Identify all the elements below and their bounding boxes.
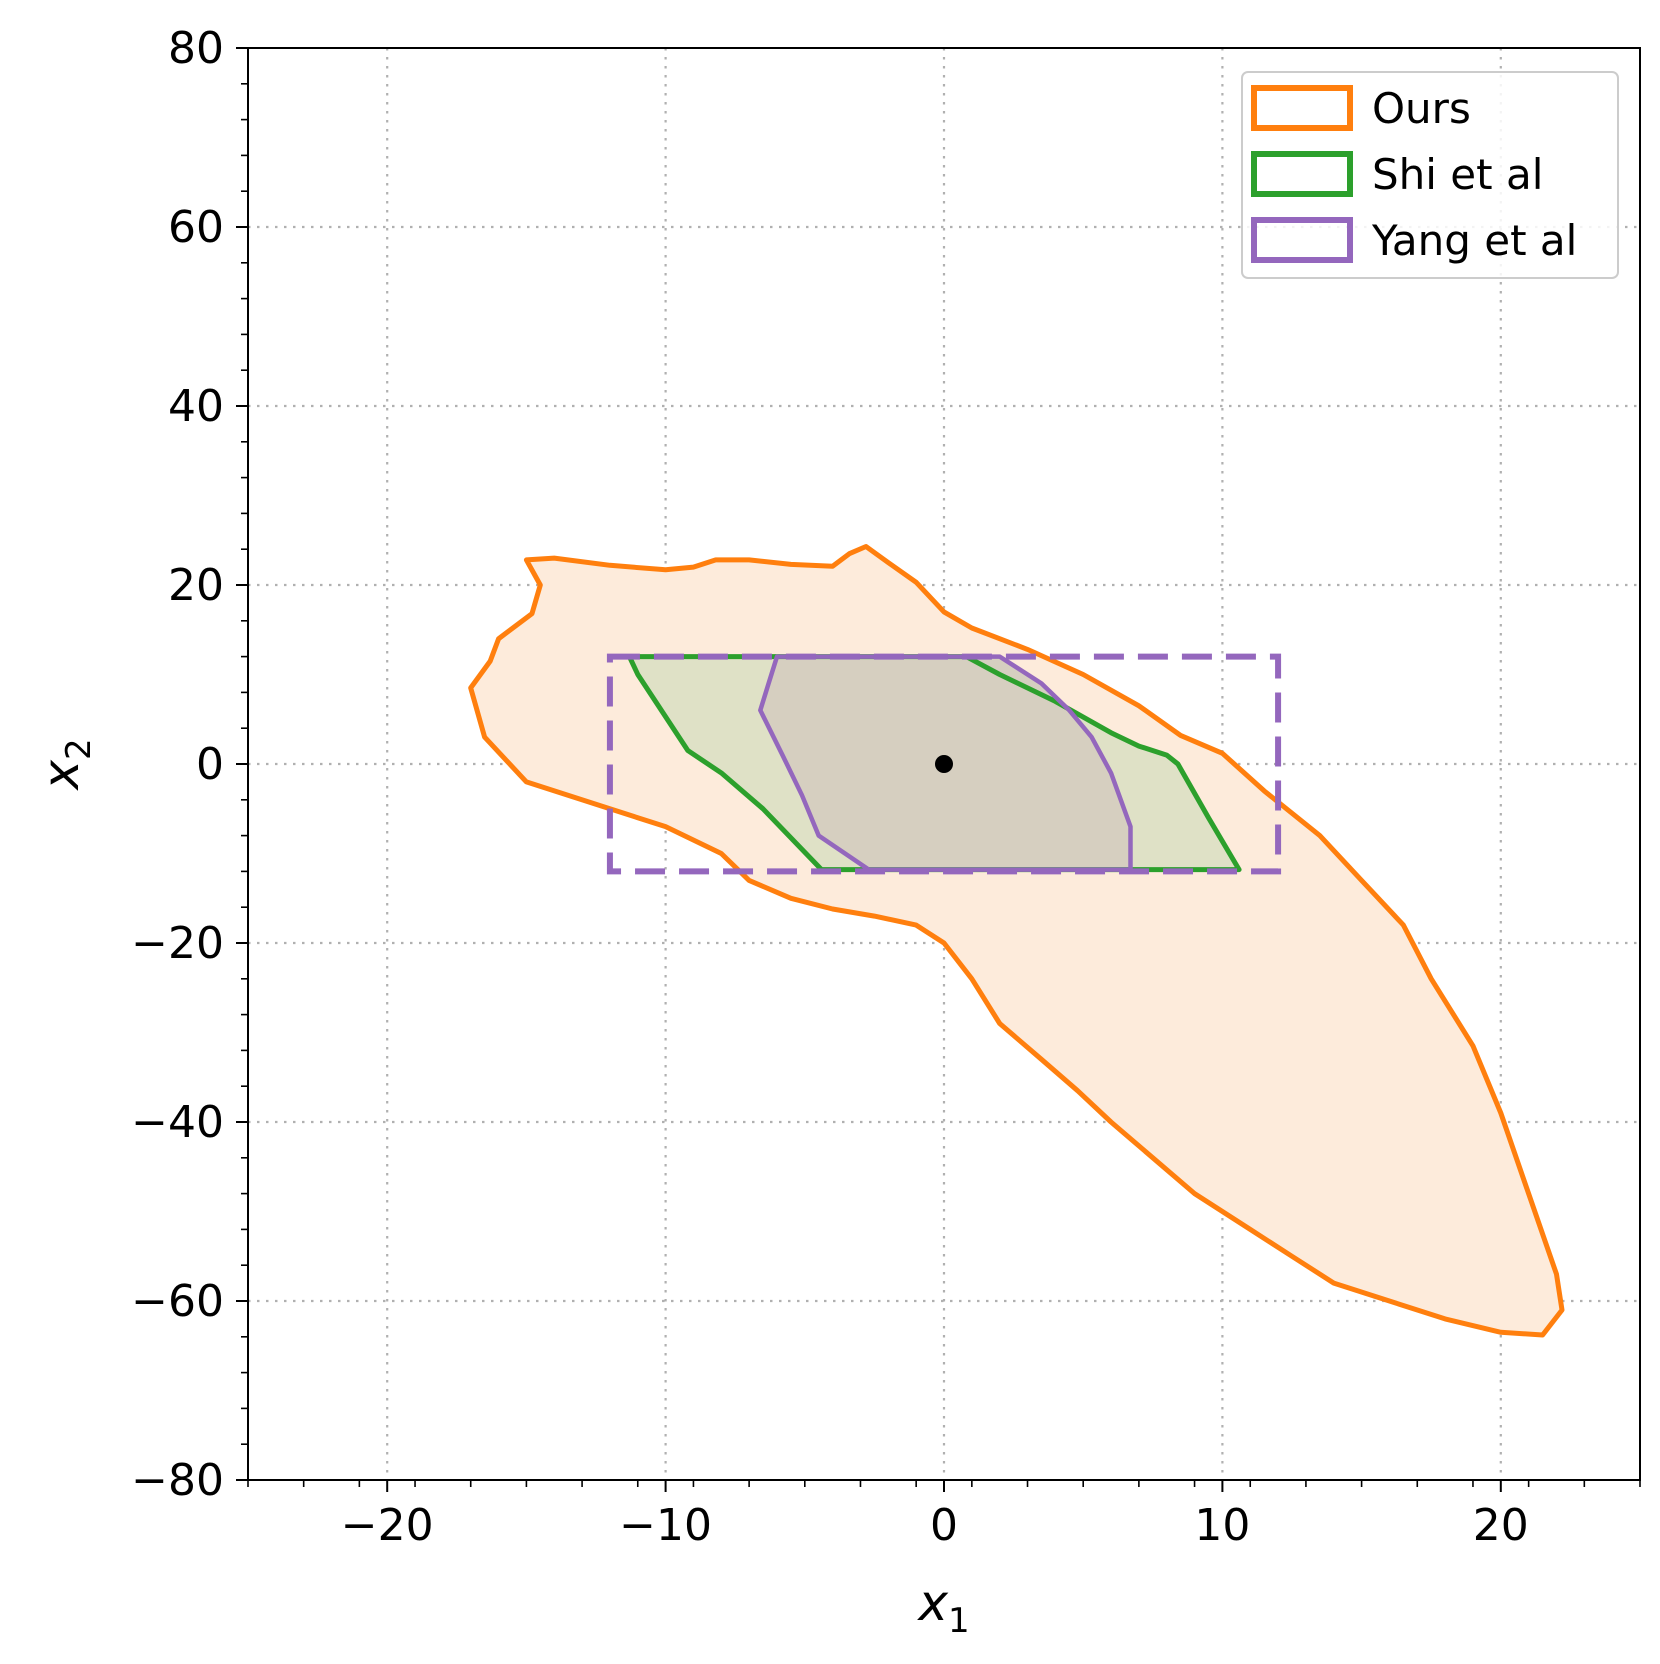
x-tick-label: −20 bbox=[341, 1500, 434, 1551]
y-tick-label: 40 bbox=[168, 381, 224, 432]
y-tick-label: −40 bbox=[131, 1097, 224, 1148]
y-axis-title: x2 bbox=[32, 738, 99, 791]
legend-label-0: Ours bbox=[1372, 84, 1471, 133]
legend: Ours Shi et al Yang et al bbox=[1241, 71, 1619, 279]
legend-box bbox=[1241, 71, 1619, 279]
legend-swatch-1 bbox=[1251, 151, 1353, 197]
y-tick-label: −80 bbox=[131, 1455, 224, 1506]
y-tick-label: 60 bbox=[168, 202, 224, 253]
y-tick-label: 20 bbox=[168, 560, 224, 611]
series-ours-region-outline bbox=[468, 544, 1565, 1338]
x-tick-label: 10 bbox=[1194, 1500, 1250, 1551]
dashed-bounding-box bbox=[606, 653, 1282, 875]
series-shi-region-outline bbox=[626, 654, 1242, 873]
legend-swatch-0 bbox=[1251, 85, 1353, 131]
x-tick-label: −10 bbox=[619, 1500, 712, 1551]
legend-label-1: Shi et al bbox=[1372, 150, 1543, 199]
legend-swatch-2 bbox=[1251, 217, 1353, 263]
axes-layer: −20 −10 0 10 20 −80 −60 −40 −20 0 20 40 60 80 x1 x2 bbox=[32, 23, 1641, 1641]
y-tick-label: 80 bbox=[168, 23, 224, 74]
x-tick-label: 0 bbox=[930, 1500, 958, 1551]
y-tick-label: −60 bbox=[131, 1276, 224, 1327]
y-tick-label: 0 bbox=[196, 739, 224, 790]
y-tick-label: −20 bbox=[131, 918, 224, 969]
center-point-marker bbox=[935, 755, 953, 773]
series-layer bbox=[468, 544, 1565, 1338]
x-axis-title: x1 bbox=[916, 1574, 969, 1641]
legend-label-2: Yang et al bbox=[1371, 216, 1577, 265]
x-tick-label: 20 bbox=[1473, 1500, 1529, 1551]
